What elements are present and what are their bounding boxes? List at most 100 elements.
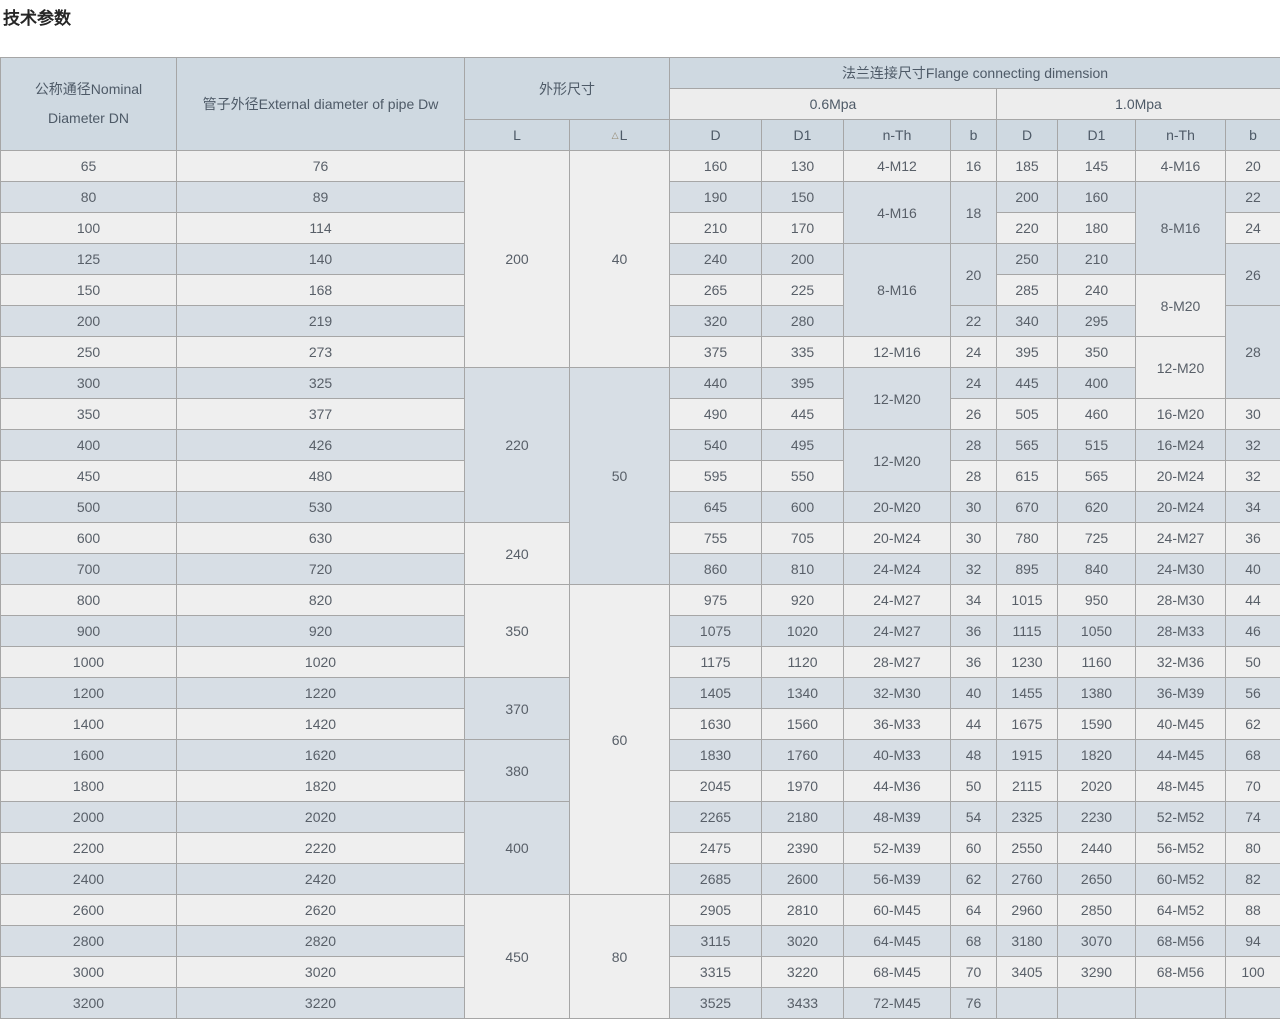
table-header: 公称通径Nominal Diameter DN 管子外径External dia… [0,57,1280,151]
table-body: 65 76 200 40 160 130 4-M12 16 185 145 4-M16 20 80 89 1… [0,150,1280,1019]
cell-l: 450 [464,894,570,1019]
cell-06-nth: 68-M45 [843,956,951,988]
cell-10-d1: 3070 [1057,925,1136,957]
cell-10-nth: 68-M56 [1135,925,1226,957]
cell-l: 240 [464,522,570,585]
cell-10-b: 68 [1225,739,1280,771]
cell-06-d1: 3020 [761,925,844,957]
cell-10-d1: 2850 [1057,894,1136,926]
cell-06-d: 860 [669,553,762,585]
cell-06-d1: 2390 [761,832,844,864]
cell-06-nth: 56-M39 [843,863,951,895]
cell-10-d1: 210 [1057,243,1136,275]
cell-06-d1: 1970 [761,770,844,802]
cell-06-d: 160 [669,150,762,182]
cell-06-d1: 550 [761,460,844,492]
cell-06-d1: 3433 [761,987,844,1019]
cell-06-b: 40 [950,677,997,709]
col-header-06-b: b [950,119,997,151]
cell-06-b: 32 [950,553,997,585]
table-row: 100 114 210 170 220 180 24 [0,212,1280,244]
cell-06-nth: 20-M24 [843,522,951,554]
cell-10-d1: 2020 [1057,770,1136,802]
col-header-06-d: D [669,119,762,151]
cell-10-b: 28 [1225,305,1280,399]
table-row: 3000 3020 3315 3220 68-M45 70 3405 3290 68-M56 10… [0,956,1280,988]
cell-06-b: 24 [950,367,997,399]
cell-06-d: 645 [669,491,762,523]
cell-dn: 450 [0,460,177,492]
cell-10-nth: 8-M16 [1135,181,1226,275]
cell-10-d: 2550 [996,832,1058,864]
cell-06-nth: 44-M36 [843,770,951,802]
table-row: 80 89 190 150 4-M16 18 200 160 8-M16 22 [0,181,1280,275]
cell-06-nth: 24-M27 [843,584,951,616]
cell-10-b: 40 [1225,553,1280,585]
cell-10-nth: 24-M27 [1135,522,1226,554]
cell-10-nth: 28-M30 [1135,584,1226,616]
cell-10-d: 1675 [996,708,1058,740]
cell-dn: 200 [0,305,177,337]
cell-06-d1: 445 [761,398,844,430]
cell-06-d: 540 [669,429,762,461]
cell-10-nth: 52-M52 [1135,801,1226,833]
cell-06-d: 975 [669,584,762,616]
cell-06-b: 36 [950,646,997,678]
cell-dn: 2000 [0,801,177,833]
cell-dn: 1800 [0,770,177,802]
cell-06-d: 440 [669,367,762,399]
cell-10-d: 1015 [996,584,1058,616]
cell-10-nth: 48-M45 [1135,770,1226,802]
cell-10-b: 34 [1225,491,1280,523]
cell-06-d: 1075 [669,615,762,647]
cell-06-d1: 2600 [761,863,844,895]
header-row-3: L △L D D1 n-Th b D D1 n-Th b [1,119,1280,151]
cell-06-d1: 810 [761,553,844,585]
cell-10-b: 80 [1225,832,1280,864]
cell-dw: 480 [176,460,465,492]
cell-10-d1: 2440 [1057,832,1136,864]
cell-dn: 1000 [0,646,177,678]
cell-10-b: 46 [1225,615,1280,647]
cell-10-d1: 295 [1057,305,1136,337]
col-header-10-d1: D1 [1057,119,1136,151]
cell-10-nth: 60-M52 [1135,863,1226,895]
cell-06-b: 48 [950,739,997,771]
cell-06-b: 44 [950,708,997,740]
cell-delta-l: 80 [569,894,670,1019]
table-row: 900 920 1075 1020 24-M27 36 1115 1050 28-M33 46 [0,615,1280,647]
cell-l: 380 [464,739,570,802]
cell-10-nth: 40-M45 [1135,708,1226,740]
cell-10-nth: 16-M20 [1135,398,1226,430]
cell-06-b: 16 [950,150,997,182]
cell-06-b: 36 [950,615,997,647]
cell-06-b: 30 [950,522,997,554]
col-header-10-nth: n-Th [1135,119,1226,151]
cell-dw: 426 [176,429,465,461]
col-header-pressure-10mpa: 1.0Mpa [996,88,1280,120]
cell-10-d1: 1820 [1057,739,1136,771]
cell-06-d: 3115 [669,925,762,957]
col-header-delta-l: △L [569,119,670,151]
cell-10-b: 24 [1225,212,1280,244]
cell-delta-l: 50 [569,367,670,585]
cell-10-b: 74 [1225,801,1280,833]
cell-10-d1: 840 [1057,553,1136,585]
table-row: 2400 2420 2685 2600 56-M39 62 2760 2650 60-M52 82 [0,863,1280,895]
cell-dn: 300 [0,367,177,399]
cell-dw: 76 [176,150,465,182]
cell-06-nth: 28-M27 [843,646,951,678]
cell-dw: 1420 [176,708,465,740]
cell-06-b: 30 [950,491,997,523]
cell-06-nth: 40-M33 [843,739,951,771]
cell-06-d1: 170 [761,212,844,244]
cell-dn: 150 [0,274,177,306]
cell-06-d1: 335 [761,336,844,368]
cell-dw: 219 [176,305,465,337]
cell-10-d [996,987,1058,1019]
cell-06-nth: 32-M30 [843,677,951,709]
cell-dw: 325 [176,367,465,399]
table-row: 800 820 350 60 975 920 24-M27 34 1015 950 28-M30 44 [0,584,1280,895]
cell-06-nth: 52-M39 [843,832,951,864]
cell-06-d: 490 [669,398,762,430]
